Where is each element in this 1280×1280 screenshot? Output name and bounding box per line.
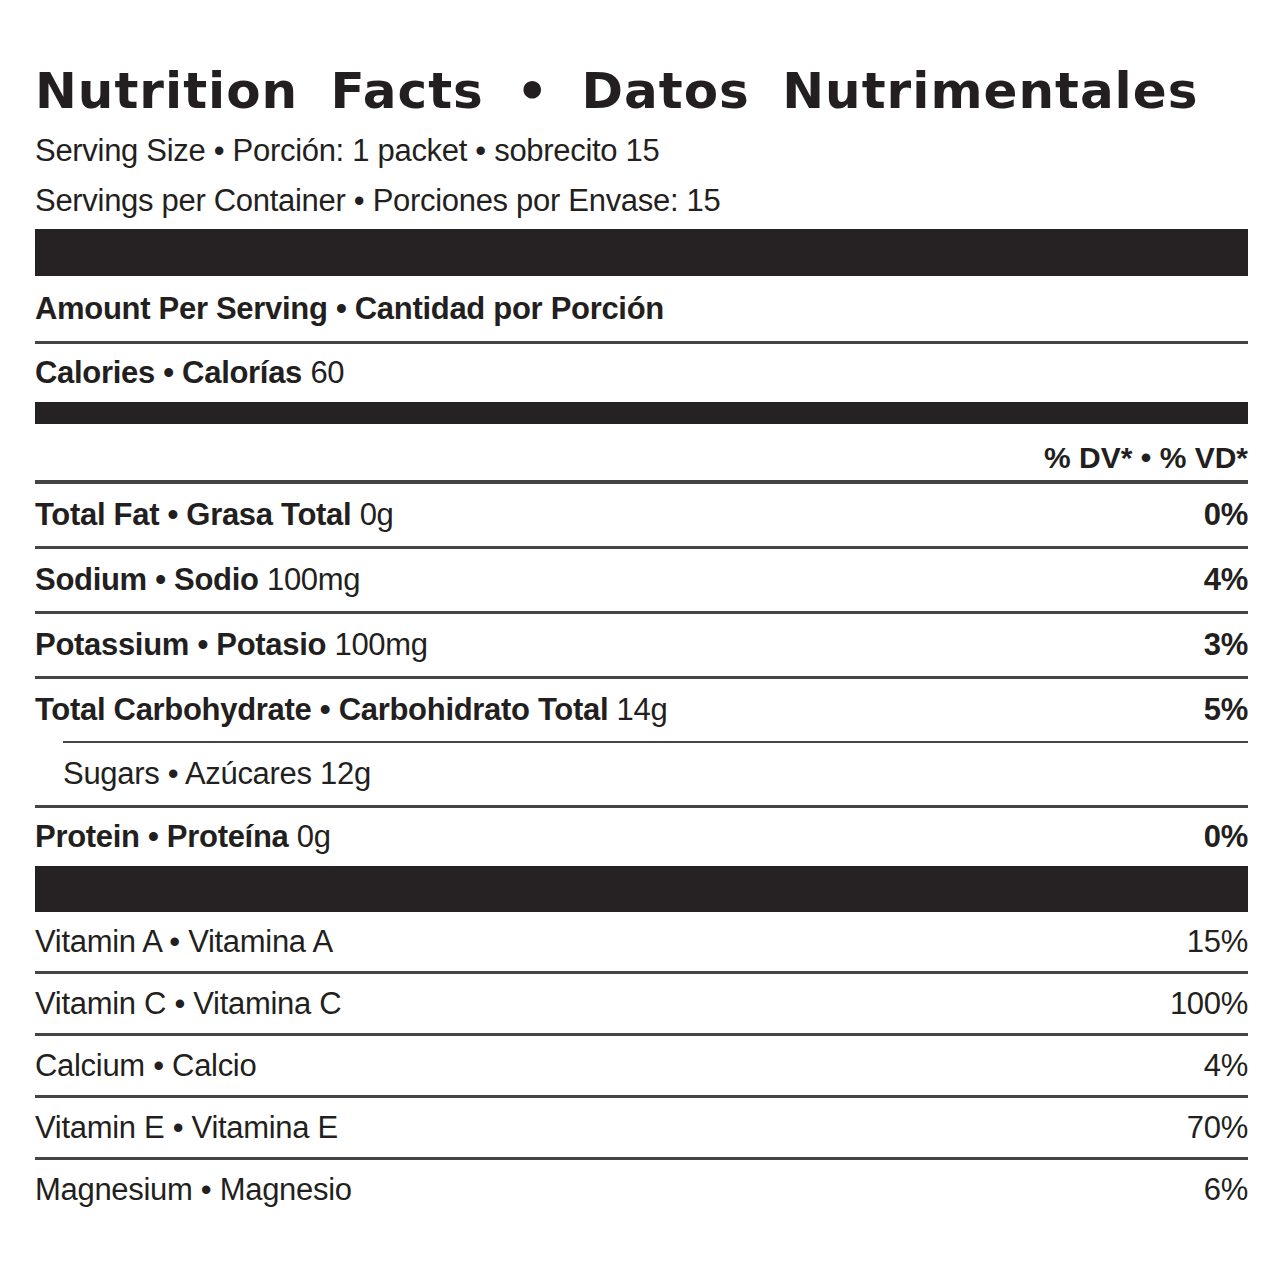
- nutrient-row-total-fat: Total Fat • Grasa Total 0g 0%: [35, 484, 1248, 546]
- nutrient-name: Protein • Proteína 0g: [35, 808, 331, 866]
- vitamin-dv: 6%: [1204, 1160, 1248, 1219]
- calories-label: Calories • Calorías: [35, 355, 302, 390]
- nutrient-name: Sodium • Sodio 100mg: [35, 549, 360, 611]
- daily-value-header: % DV* • % VD*: [35, 438, 1248, 478]
- vitamin-row-calcium: Calcium • Calcio 4%: [35, 1036, 1248, 1095]
- nutrient-row-sugars: Sugars • Azúcares 12g: [35, 743, 1248, 805]
- vitamin-name: Magnesium • Magnesio: [35, 1160, 352, 1219]
- nutrient-name: Potassium • Potasio 100mg: [35, 614, 428, 676]
- nutrient-row-sodium: Sodium • Sodio 100mg 4%: [35, 549, 1248, 611]
- calories-row: Calories • Calorías 60: [35, 351, 1248, 395]
- vitamin-name: Vitamin A • Vitamina A: [35, 912, 333, 971]
- nutrient-name: Total Carbohydrate • Carbohidrato Total …: [35, 679, 667, 741]
- divider-rule: [35, 341, 1248, 344]
- nutrient-dv: 4%: [1204, 549, 1248, 611]
- nutrient-name: Sugars • Azúcares 12g: [63, 743, 371, 805]
- separator-bar-mid: [35, 402, 1248, 424]
- label-title: Nutrition Facts • Datos Nutrimentales: [35, 64, 1248, 118]
- nutrient-dv: 3%: [1204, 614, 1248, 676]
- vitamin-row-vitamin-a: Vitamin A • Vitamina A 15%: [35, 912, 1248, 971]
- nutrient-dv: 0%: [1204, 484, 1248, 546]
- vitamin-dv: 70%: [1187, 1098, 1248, 1157]
- amount-per-serving-header: Amount Per Serving • Cantidad por Porció…: [35, 289, 1248, 329]
- calories-value: 60: [310, 355, 344, 390]
- nutrient-row-protein: Protein • Proteína 0g 0%: [35, 808, 1248, 866]
- vitamin-dv: 100%: [1170, 974, 1248, 1033]
- vitamin-name: Vitamin C • Vitamina C: [35, 974, 341, 1033]
- nutrition-facts-label: Nutrition Facts • Datos Nutrimentales Se…: [35, 64, 1248, 1219]
- vitamin-row-vitamin-e: Vitamin E • Vitamina E 70%: [35, 1098, 1248, 1157]
- nutrient-row-potassium: Potassium • Potasio 100mg 3%: [35, 614, 1248, 676]
- nutrient-row-total-carbohydrate: Total Carbohydrate • Carbohidrato Total …: [35, 679, 1248, 741]
- separator-bar-vitamins: [35, 866, 1248, 912]
- nutrient-dv: 0%: [1204, 808, 1248, 866]
- separator-bar-top: [35, 229, 1248, 276]
- vitamin-row-magnesium: Magnesium • Magnesio 6%: [35, 1160, 1248, 1219]
- serving-info: Serving Size • Porción: 1 packet • sobre…: [35, 126, 1248, 226]
- vitamin-row-vitamin-c: Vitamin C • Vitamina C 100%: [35, 974, 1248, 1033]
- vitamin-dv: 15%: [1187, 912, 1248, 971]
- nutrient-dv: 5%: [1204, 679, 1248, 741]
- vitamin-name: Calcium • Calcio: [35, 1036, 256, 1095]
- nutrient-name: Total Fat • Grasa Total 0g: [35, 484, 394, 546]
- servings-per-container-line: Servings per Container • Porciones por E…: [35, 176, 1248, 226]
- serving-size-line: Serving Size • Porción: 1 packet • sobre…: [35, 126, 1248, 176]
- vitamin-name: Vitamin E • Vitamina E: [35, 1098, 338, 1157]
- vitamin-dv: 4%: [1204, 1036, 1248, 1095]
